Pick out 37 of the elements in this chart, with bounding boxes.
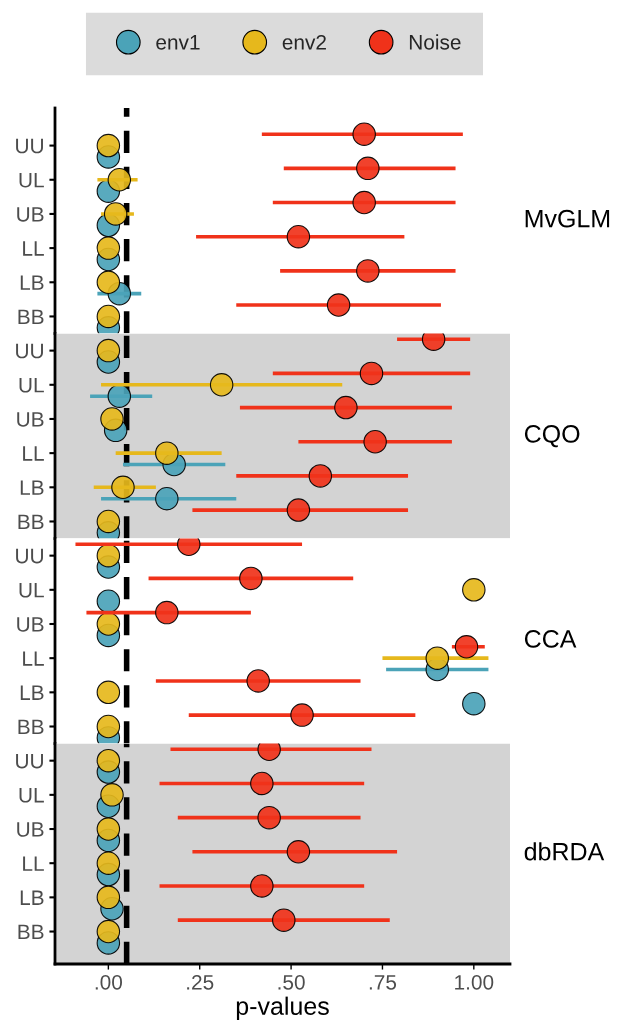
y-tick-label: UU [16,343,43,359]
y-tick-label: BB [18,924,44,940]
text: MvGLM [525,209,610,228]
legend-label: Noise [409,34,461,50]
legend-label: env2 [282,34,326,50]
text: dbRDA [524,842,605,861]
x-tick-label: .00 [95,974,123,990]
text: CCA [524,630,577,648]
y-tick-label: UB [17,617,44,632]
y-tick-label: UB [17,412,44,427]
y-tick-label: LL [23,241,44,256]
y-tick-label: UU [16,753,43,769]
y-tick-label: BB [18,309,44,324]
y-tick-label: UU [16,138,43,154]
y-tick-label: BB [18,719,44,735]
legend-label: env1 [156,35,200,50]
x-tick-label: .50 [278,974,305,990]
y-tick-label: UL [19,172,44,188]
x-tick-label: 1.00 [455,974,494,990]
y-tick-label: UU [16,548,43,564]
x-tick-label: .75 [369,975,397,990]
y-tick-label: UL [19,788,44,803]
y-tick-label: LB [20,890,44,905]
y-tick-label: LL [23,446,44,461]
x-tick-label: .25 [187,974,214,990]
y-tick-label: LB [20,480,44,495]
y-tick-label: UB [17,207,44,222]
y-tick-label: LB [20,275,44,290]
y-tick-label: UL [19,583,44,598]
y-tick-label: UL [19,378,44,393]
y-tick-label: LB [20,685,44,700]
y-tick-label: UB [17,822,44,837]
y-tick-label: BB [18,514,44,530]
y-tick-label: LL [23,856,44,871]
x-axis-title: p-values [236,996,329,1020]
text: CQO [524,425,580,448]
y-tick-label: LL [23,651,44,666]
